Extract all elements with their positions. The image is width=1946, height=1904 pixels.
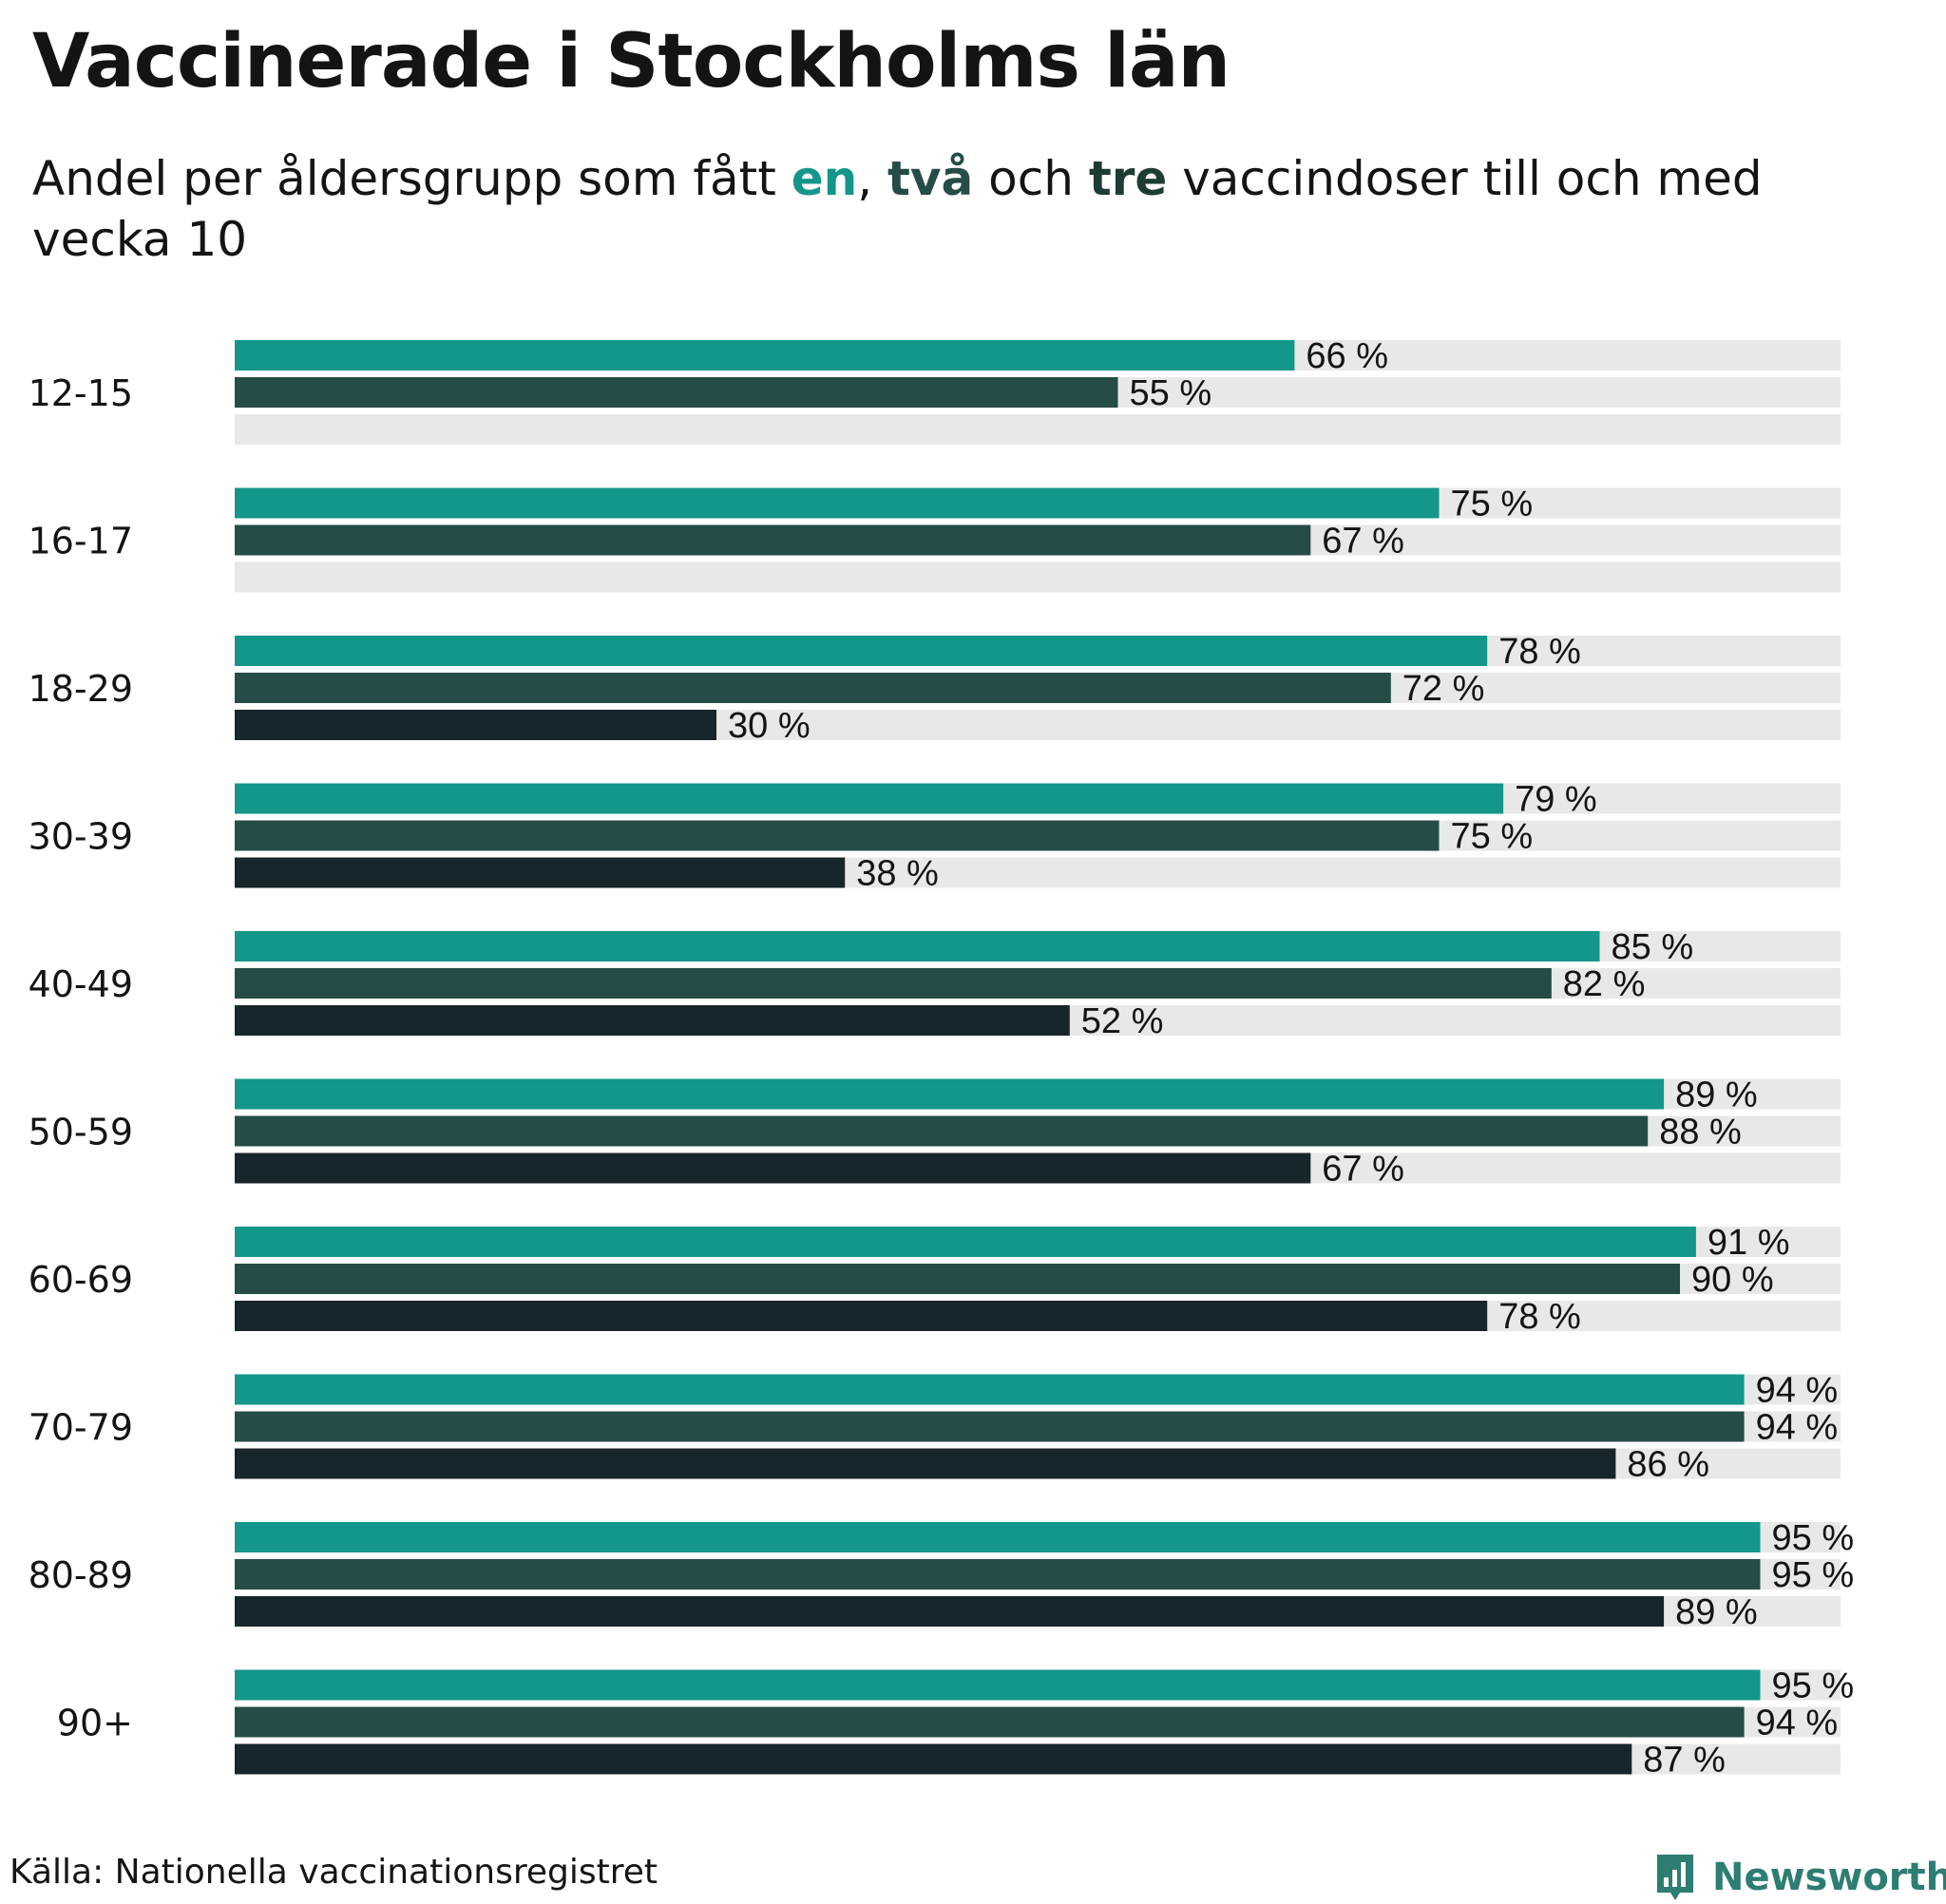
brand-name: Newsworthy	[1712, 1856, 1946, 1899]
data-label: 88 %	[1659, 1113, 1742, 1152]
bar-tva	[235, 1559, 1761, 1590]
data-label: 89 %	[1675, 1592, 1758, 1632]
bar-tre	[235, 1005, 1070, 1036]
data-label: 75 %	[1451, 485, 1534, 524]
subtitle-sep-1: ,	[857, 151, 888, 206]
data-label: 38 %	[856, 854, 939, 894]
bar-group: 40-49 85 %82 % 52 %	[29, 927, 1841, 1041]
category-label: 70-79	[29, 1407, 133, 1449]
bar-group: 16-17 75 % 67 %	[29, 485, 1841, 593]
chart-title: Vaccinerade i Stockholms län	[32, 19, 1231, 105]
bar-en	[235, 931, 1600, 962]
data-label: 75 %	[1451, 817, 1534, 857]
bar-group: 90+ 95 %94 % 87 %	[57, 1666, 1854, 1780]
category-label: 40-49	[29, 963, 133, 1005]
data-label: 72 %	[1402, 669, 1485, 709]
bar-group: 12-15 66 % 55 %	[29, 336, 1841, 445]
bar-tva	[235, 377, 1118, 408]
subtitle-dose-two: två	[887, 151, 974, 206]
bar-tre	[235, 1596, 1665, 1627]
category-label: 30-39	[29, 816, 133, 858]
bar-en	[235, 1227, 1696, 1257]
data-label: 67 %	[1322, 1150, 1404, 1190]
data-label: 82 %	[1563, 964, 1646, 1004]
category-label: 80-89	[29, 1554, 133, 1596]
bar-en	[235, 636, 1488, 666]
chart-subtitle: Andel per åldersgrupp som fått en, två o…	[32, 148, 1876, 270]
bar-tva	[235, 1411, 1745, 1442]
subtitle-text-pre: Andel per åldersgrupp som fått	[32, 151, 792, 206]
category-label: 90+	[57, 1703, 133, 1744]
bar-en	[235, 1374, 1745, 1405]
data-label: 94 %	[1756, 1371, 1839, 1411]
bar-tva	[235, 673, 1391, 703]
bar-group: 70-79 94 %94 % 86 %	[29, 1371, 1841, 1485]
bar-tre	[235, 710, 716, 740]
bar-en	[235, 487, 1440, 519]
category-label: 50-59	[29, 1112, 133, 1153]
category-label: 12-15	[29, 372, 133, 414]
bar-tre	[235, 1448, 1616, 1479]
data-label: 95 %	[1772, 1666, 1855, 1706]
bar-tva	[235, 524, 1311, 556]
subtitle-sep-2: och	[973, 151, 1089, 206]
data-label: 78 %	[1498, 632, 1581, 672]
bar-group: 50-59 89 %88 % 67 %	[29, 1076, 1841, 1190]
bar-track	[235, 414, 1841, 445]
bar-en	[235, 1078, 1665, 1110]
bar-tva	[235, 968, 1552, 999]
bar-en	[235, 1669, 1761, 1701]
subtitle-dose-one: en	[791, 151, 858, 206]
brand-logo: Newsworthy	[1653, 1851, 1946, 1904]
data-label: 95 %	[1772, 1518, 1855, 1558]
data-label: 78 %	[1498, 1297, 1581, 1337]
bar-tva	[235, 820, 1440, 851]
bar-group: 30-39 79 %75 % 38 %	[29, 780, 1841, 894]
subtitle-dose-three: tre	[1088, 151, 1168, 206]
bar-group: 60-69 91 %90 % 78 %	[29, 1223, 1841, 1337]
data-label: 67 %	[1322, 522, 1404, 562]
data-label: 95 %	[1772, 1555, 1855, 1595]
bar-track	[235, 562, 1841, 593]
bar-tre	[235, 1152, 1311, 1184]
data-label: 86 %	[1627, 1445, 1709, 1485]
bar-tre	[235, 1743, 1632, 1775]
bar-tva	[235, 1706, 1745, 1738]
data-label: 52 %	[1081, 1001, 1164, 1041]
data-label: 91 %	[1708, 1223, 1790, 1263]
data-label: 90 %	[1691, 1260, 1774, 1300]
source-note: Källa: Nationella vaccinationsregistret	[10, 1853, 658, 1892]
data-label: 89 %	[1675, 1076, 1758, 1115]
data-label: 94 %	[1756, 1704, 1839, 1743]
category-label: 18-29	[29, 668, 133, 710]
data-label: 79 %	[1515, 780, 1597, 820]
bar-tva	[235, 1115, 1649, 1147]
bar-tre	[235, 1301, 1488, 1331]
bar-en	[235, 1522, 1761, 1552]
bar-group: 18-29 78 % 72 % 30 %	[29, 632, 1841, 746]
bar-en	[235, 783, 1504, 814]
bar-tva	[235, 1264, 1680, 1294]
bar-group: 80-89 95 %95 % 89 %	[29, 1518, 1855, 1632]
category-label: 60-69	[29, 1259, 133, 1301]
data-label: 94 %	[1756, 1408, 1839, 1448]
data-label: 66 %	[1306, 336, 1388, 376]
data-label: 85 %	[1612, 927, 1694, 967]
data-label: 55 %	[1130, 373, 1212, 413]
data-label: 87 %	[1643, 1741, 1726, 1780]
category-label: 16-17	[29, 521, 133, 562]
bar-chart-logo-icon	[1657, 1855, 1693, 1900]
bar-tre	[235, 857, 846, 888]
bar-en	[235, 340, 1295, 371]
subtitle-text-post: vaccindoser till och med vecka 10	[32, 151, 1763, 267]
data-label: 30 %	[728, 706, 811, 746]
